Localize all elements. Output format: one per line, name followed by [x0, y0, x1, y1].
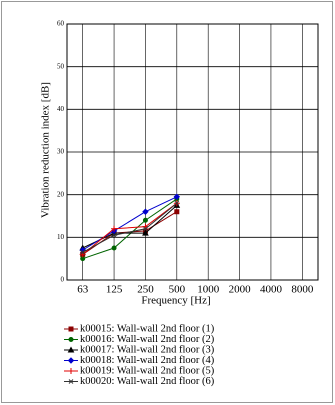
legend-label: k00016: Wall-wall 2nd floor (2)	[80, 334, 215, 345]
y-tick-label: 50	[57, 62, 65, 70]
y-tick-label: 30	[57, 148, 65, 156]
marker	[142, 217, 148, 223]
marker	[68, 368, 74, 374]
legend-label: k00020: Wall-wall 2nd floor (6)	[80, 376, 215, 387]
y-tick-label: 40	[57, 105, 65, 113]
marker	[80, 249, 86, 255]
y-tick-label: 60	[57, 20, 65, 28]
marker	[67, 357, 75, 364]
x-tick-label: 125	[106, 284, 123, 296]
x-tick-label: 500	[169, 284, 186, 296]
marker	[68, 337, 74, 342]
marker	[67, 346, 75, 353]
y-axis-label: Vibration reduction index [dB]	[40, 82, 52, 218]
marker	[174, 209, 180, 215]
series-line	[82, 198, 178, 260]
marker	[173, 193, 181, 201]
marker	[111, 232, 117, 238]
x-tick-label: 8000	[291, 284, 314, 296]
legend-label: k00018: Wall-wall 2nd floor (4)	[80, 355, 215, 366]
series-line	[82, 196, 178, 251]
marker	[68, 379, 74, 384]
x-tick-label: 1000	[197, 284, 220, 296]
x-tick-label: 2000	[229, 284, 252, 296]
y-tick-label: 20	[57, 190, 65, 198]
legend-label: k00019: Wall-wall 2nd floor (5)	[80, 365, 215, 376]
marker	[111, 225, 118, 232]
series-line	[82, 202, 178, 253]
marker	[142, 229, 149, 236]
x-tick-label: 250	[137, 284, 154, 296]
marker	[174, 200, 180, 206]
y-tick-label: 0	[61, 276, 65, 284]
x-tick-label: 4000	[260, 284, 283, 296]
legend-label: k00017: Wall-wall 2nd floor (3)	[80, 344, 215, 355]
marker	[111, 245, 117, 251]
marker	[142, 208, 149, 215]
x-tick-label: 63	[77, 284, 89, 296]
series-line	[82, 202, 178, 255]
marker	[68, 326, 74, 332]
marker	[143, 226, 148, 232]
y-tick-label: 10	[57, 233, 65, 241]
x-axis-label: Frequency [Hz]	[141, 295, 210, 307]
legend-label: k00015: Wall-wall 2nd floor (1)	[80, 323, 215, 334]
